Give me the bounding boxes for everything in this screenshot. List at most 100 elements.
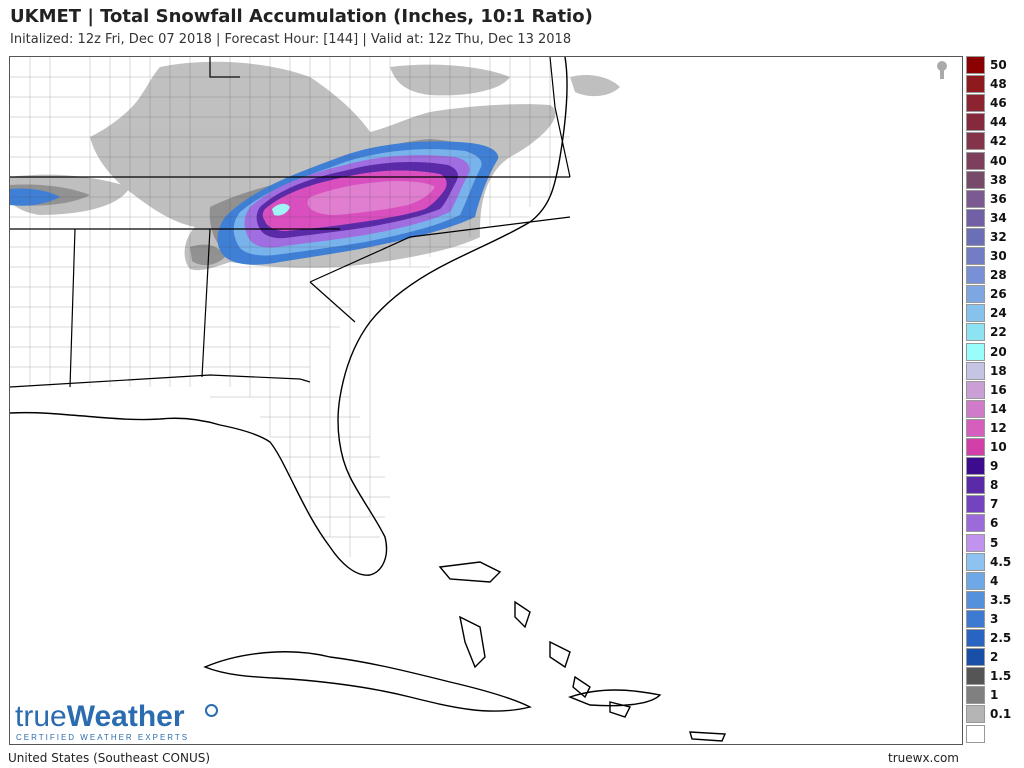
legend-item: 0.1 [966,705,1020,724]
legend-swatch [966,361,985,380]
legend-label: 10 [990,440,1007,454]
legend-item: 38 [966,170,1020,190]
legend-label: 28 [990,268,1007,283]
legend-item: 44 [966,113,1020,132]
legend-label: 18 [990,363,1007,378]
legend-label: 3 [990,611,999,626]
legend-swatch [966,399,985,418]
legend-item: 12 [966,418,1020,438]
legend-swatch [966,724,985,743]
legend-label: 3.5 [990,592,1012,607]
legend-label: 42 [990,134,1007,149]
legend-item: 32 [966,227,1020,247]
legend-label: 4 [990,573,999,588]
legend-label: 0.1 [990,707,1012,722]
site-link[interactable]: truewx.com [888,751,959,765]
legend-item: 24 [966,304,1020,323]
legend-swatch [966,380,985,399]
legend-label: 20 [990,344,1007,359]
legend-swatch [966,438,985,456]
legend-swatch [966,418,985,437]
snow-cyan [272,203,290,216]
legend-swatch [966,266,985,285]
legend-item: 3 [966,609,1020,629]
legend-swatch [966,227,985,246]
legend-item: 6 [966,514,1020,533]
legend-swatch [966,705,985,724]
marker-icon [937,61,947,79]
legend-item: 2 [966,648,1020,667]
legend-item: 42 [966,132,1020,151]
logo-wordmark: trueWeather [15,700,185,733]
legend-item: 2.5 [966,629,1020,648]
legend-item: 4 [966,571,1020,591]
legend-swatch [966,75,985,94]
legend-item: 22 [966,323,1020,342]
legend-label: 6 [990,516,999,531]
legend-label: 2.5 [990,631,1012,645]
legend-swatch [966,56,985,74]
legend-label: 2 [990,650,999,665]
legend-item: 14 [966,399,1020,419]
legend-swatch [966,533,985,552]
legend-label: 8 [990,478,999,493]
legend-label: 4.5 [990,554,1012,569]
map-title: UKMET | Total Snowfall Accumulation (Inc… [10,6,593,27]
legend-label: 40 [990,153,1007,168]
legend-label: 7 [990,497,999,512]
legend-label: 24 [990,306,1007,321]
legend-label: 1 [990,688,999,703]
legend-label: 50 [990,58,1007,72]
legend-item: 7 [966,495,1020,514]
legend-item: 40 [966,151,1020,171]
legend-item: 1.5 [966,667,1020,686]
legend-label: 14 [990,401,1007,416]
snowfall-legend: 50 48 46 44 42 40 38 36 34 32 30 28 26 24 22 20 18 16 14 12… [966,56,1020,744]
legend-label: 46 [990,96,1007,111]
legend-swatch [966,552,985,571]
legend-label: 44 [990,115,1007,130]
legend-label: 1.5 [990,669,1012,684]
map-panel[interactable] [9,56,963,745]
legend-label: 32 [990,229,1007,244]
coastline [10,57,727,742]
legend-label: 36 [990,191,1007,206]
legend-swatch [966,457,985,476]
legend-label: 48 [990,77,1007,92]
map-subtitle: Initalized: 12z Fri, Dec 07 2018 | Forec… [10,32,572,47]
legend-swatch [966,629,985,647]
legend-item: 30 [966,247,1020,266]
region-label: United States (Southeast CONUS) [8,751,211,765]
legend-label: 26 [990,287,1007,302]
legend-label: 22 [990,325,1007,340]
legend-item: 46 [966,94,1020,113]
legend-item: 8 [966,476,1020,495]
legend-item: 3.5 [966,590,1020,610]
county-mesh [10,57,570,557]
legend-swatch [966,247,985,265]
legend-swatch [966,648,985,667]
legend-swatch [966,571,985,590]
legend-swatch [966,667,985,686]
snowfall-map [10,57,962,744]
legend-item: 1 [966,686,1020,705]
legend-swatch [966,476,985,495]
legend-item: 20 [966,342,1020,362]
legend-item: 34 [966,208,1020,228]
legend-item: 9 [966,457,1020,476]
legend-label: 38 [990,172,1007,187]
legend-swatch [966,132,985,151]
legend-swatch [966,609,985,628]
legend-item: 10 [966,438,1020,457]
legend-swatch [966,514,985,533]
legend-item: 4.5 [966,552,1020,572]
legend-label: 16 [990,382,1007,397]
legend-item: 18 [966,361,1020,381]
legend-swatch [966,94,985,113]
legend-swatch [966,170,985,189]
legend-item: 28 [966,266,1020,285]
legend-swatch [966,113,985,132]
legend-label: 9 [990,459,999,474]
legend-swatch [966,686,985,705]
legend-swatch [966,495,985,514]
